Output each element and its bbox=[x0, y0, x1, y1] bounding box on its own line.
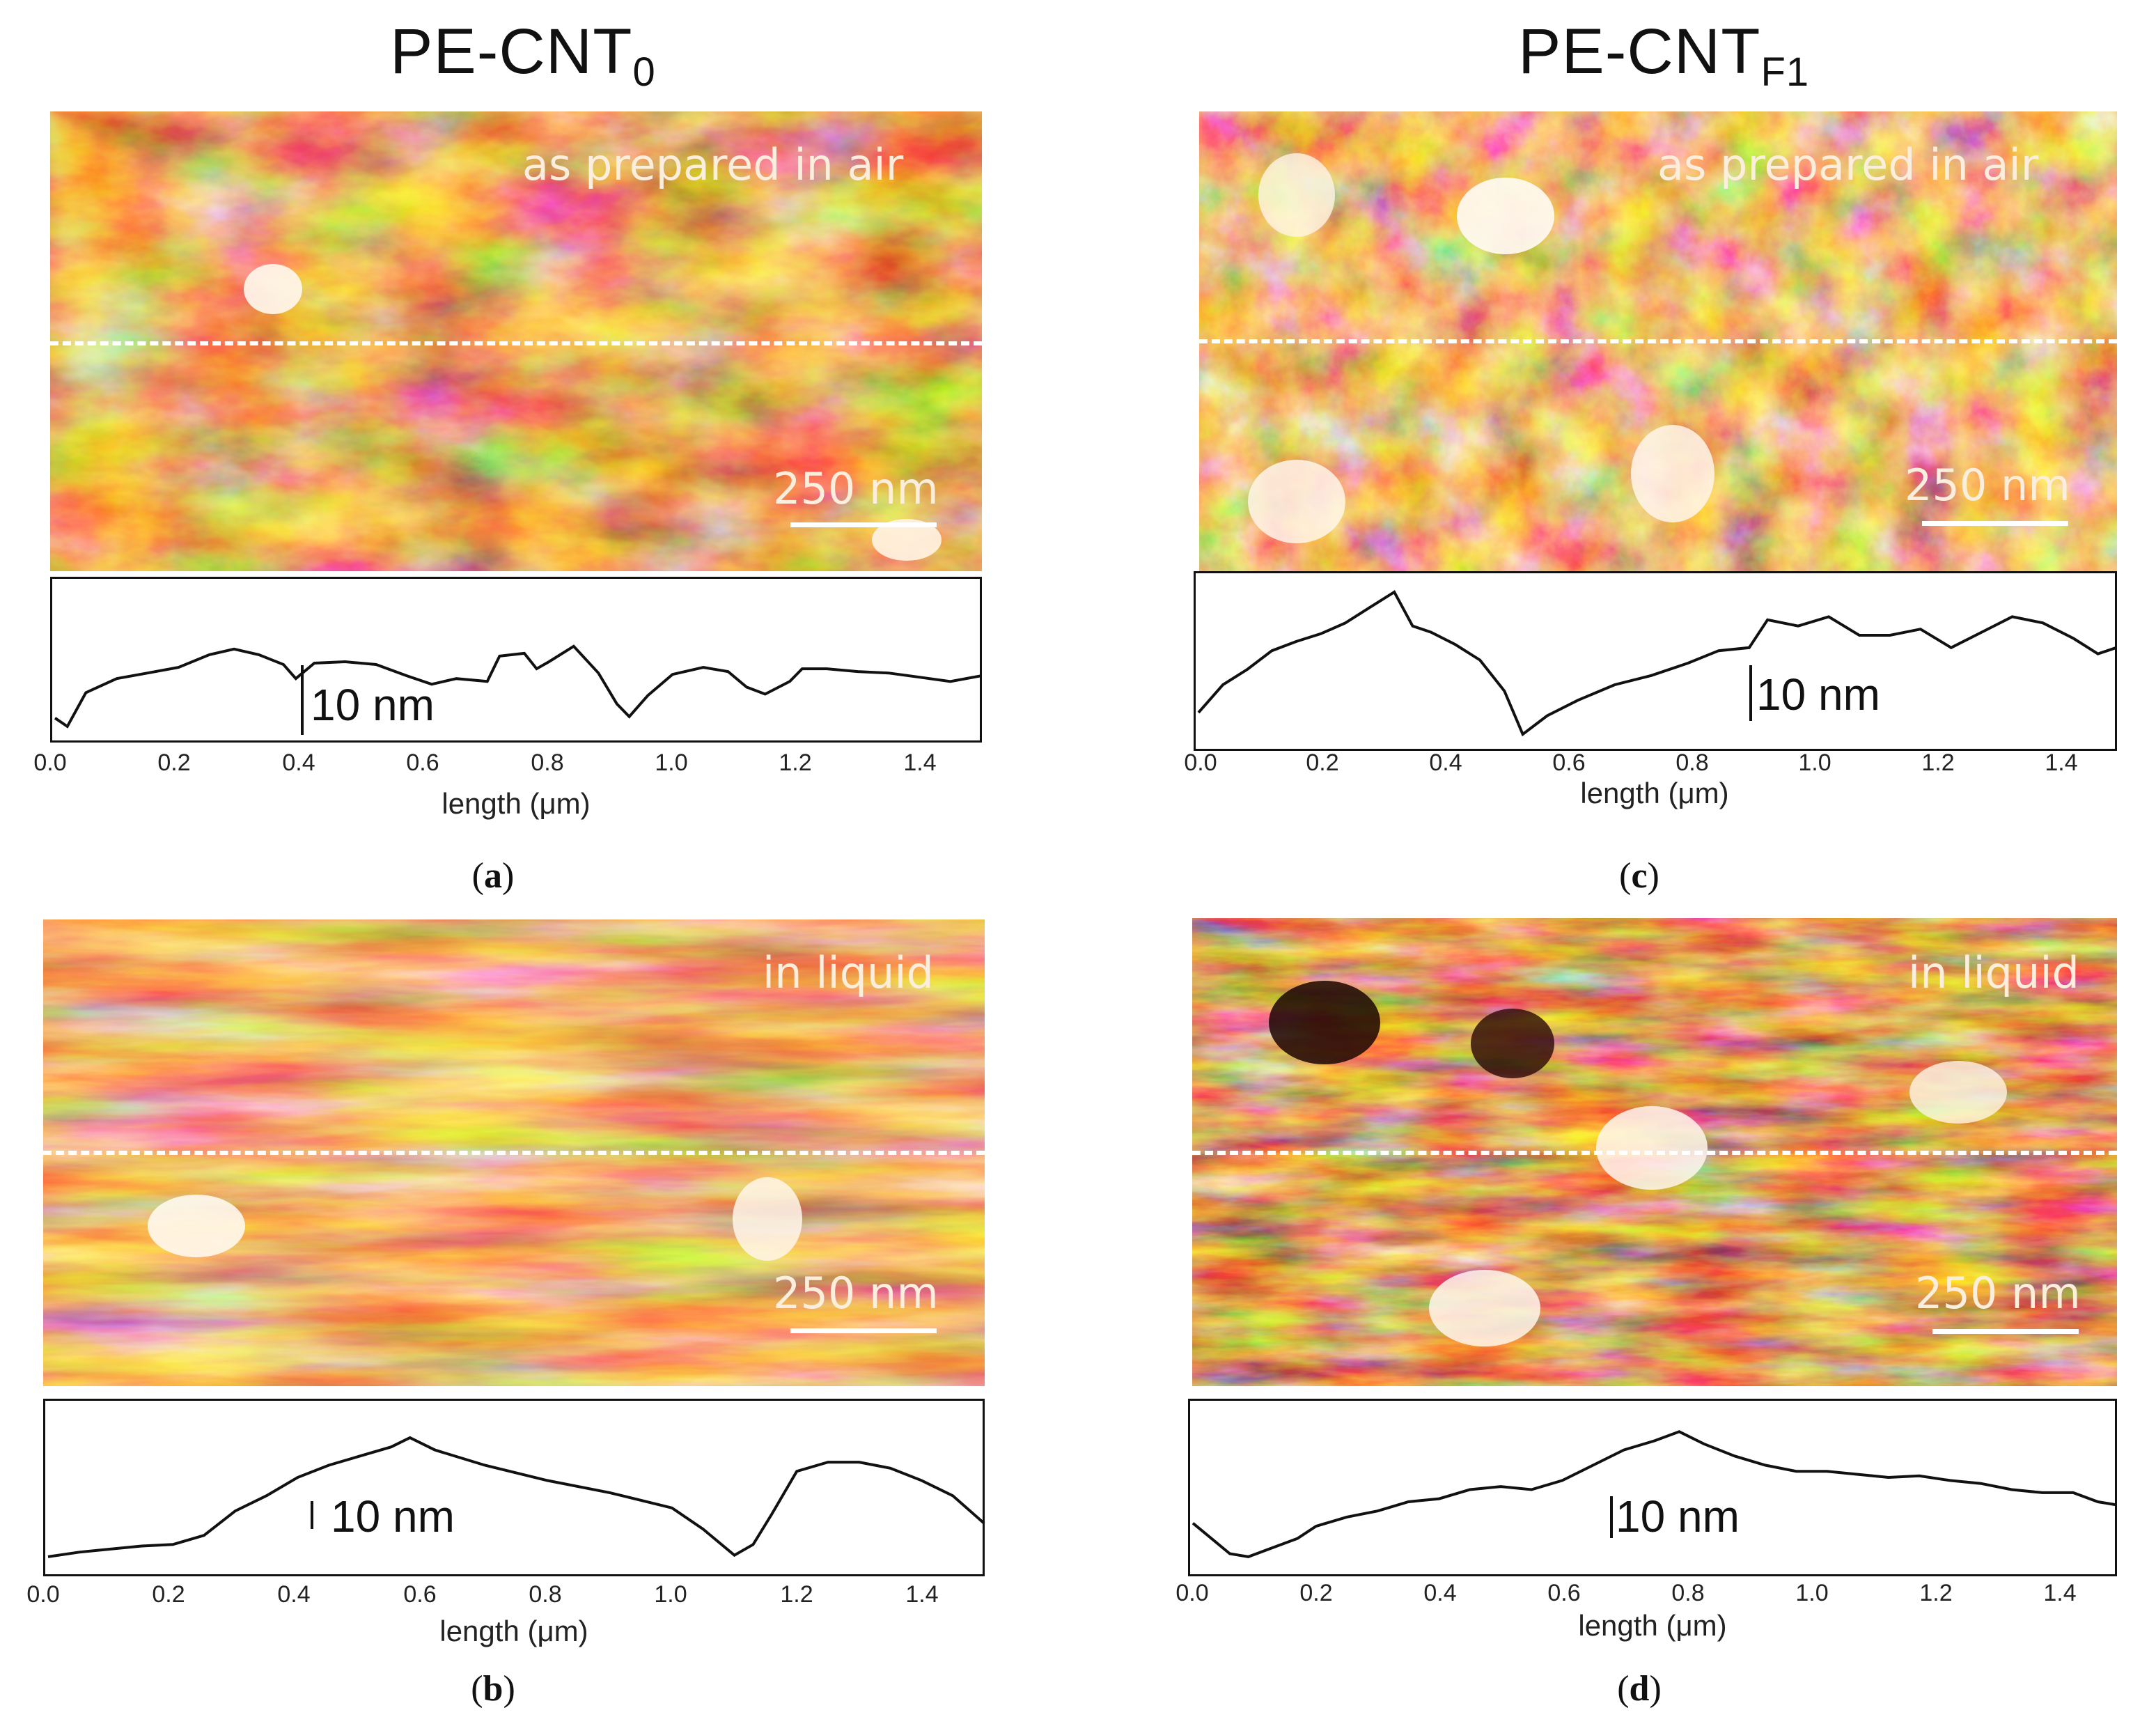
profile-box-b bbox=[43, 1399, 985, 1576]
x-tick-label: 1.4 bbox=[2043, 1580, 2077, 1606]
x-tick-label: 1.4 bbox=[2045, 750, 2078, 776]
x-axis-label-d: length (μm) bbox=[1578, 1609, 1727, 1642]
vertical-scale-bar-a bbox=[301, 665, 304, 735]
x-axis-label-b: length (μm) bbox=[439, 1615, 588, 1647]
x-tick-label: 1.0 bbox=[654, 1581, 687, 1608]
x-tick-label: 0.8 bbox=[529, 1581, 562, 1608]
x-axis-b: 0.0 0.2 0.4 0.6 0.8 1.0 1.2 1.4 bbox=[26, 1581, 985, 1616]
scale-label-b: 250 nm bbox=[773, 1268, 939, 1319]
x-tick-label: 0.4 bbox=[282, 750, 315, 776]
scale-bar-c bbox=[1922, 521, 2068, 526]
x-axis-a: 0.0 0.2 0.4 0.6 0.8 1.0 1.2 1.4 bbox=[33, 750, 982, 784]
scale-label-d: 250 nm bbox=[1915, 1268, 2081, 1319]
vertical-scale-label-d: 10 nm bbox=[1616, 1491, 1740, 1541]
x-tick-label: 1.2 bbox=[1921, 750, 1955, 776]
x-tick-label: 0.0 bbox=[26, 1581, 60, 1608]
x-tick-label: 0.0 bbox=[1175, 1580, 1209, 1606]
profile-box-d bbox=[1188, 1399, 2117, 1576]
panel-letter-c: (c) bbox=[1619, 856, 1659, 896]
vertical-scale-bar-d bbox=[1610, 1496, 1613, 1538]
condition-label-b: in liquid bbox=[763, 947, 934, 998]
x-tick-label: 1.2 bbox=[1919, 1580, 1953, 1606]
x-tick-label: 0.4 bbox=[1429, 750, 1462, 776]
x-tick-label: 1.0 bbox=[655, 750, 688, 776]
panel-letter-a: (a) bbox=[471, 856, 515, 896]
vertical-scale-label-a: 10 nm bbox=[311, 680, 435, 730]
x-tick-label: 0.6 bbox=[403, 1581, 437, 1608]
x-tick-label: 1.4 bbox=[903, 750, 937, 776]
profile-plot-a bbox=[54, 644, 982, 729]
scale-bar-a bbox=[790, 522, 937, 527]
x-tick-label: 0.0 bbox=[1184, 750, 1217, 776]
x-axis-label-a: length (μm) bbox=[442, 787, 591, 820]
condition-label-d: in liquid bbox=[1908, 947, 2079, 998]
profile-box-a bbox=[50, 577, 982, 743]
x-tick-label: 1.2 bbox=[780, 1581, 813, 1608]
vertical-scale-bar-c bbox=[1749, 665, 1752, 721]
scale-label-c: 250 nm bbox=[1905, 460, 2070, 511]
profile-curve-b bbox=[47, 1436, 985, 1558]
x-tick-label: 0.2 bbox=[1299, 1580, 1333, 1606]
vertical-scale-bar-b bbox=[311, 1501, 313, 1529]
scale-label-a: 250 nm bbox=[773, 463, 939, 514]
x-tick-label: 0.6 bbox=[406, 750, 439, 776]
x-axis-label-c: length (μm) bbox=[1580, 777, 1729, 809]
profile-line-c bbox=[1199, 339, 2117, 343]
x-tick-label: 0.4 bbox=[277, 1581, 311, 1608]
condition-label-c: as prepared in air bbox=[1657, 139, 2039, 190]
x-tick-label: 1.2 bbox=[779, 750, 812, 776]
column-title-left-sub: 0 bbox=[632, 49, 656, 95]
column-title-right: PE-CNTF1 bbox=[1518, 15, 1809, 95]
x-tick-label: 0.8 bbox=[1671, 1580, 1705, 1606]
profile-plot-c bbox=[1197, 590, 2117, 737]
x-tick-label: 0.8 bbox=[1675, 750, 1709, 776]
profile-curve-d bbox=[1192, 1430, 2117, 1558]
x-tick-label: 0.6 bbox=[1552, 750, 1586, 776]
profile-line-a bbox=[50, 341, 982, 345]
profile-line-b bbox=[43, 1151, 985, 1155]
x-tick-label: 0.0 bbox=[33, 750, 67, 776]
profile-plot-d bbox=[1192, 1430, 2117, 1558]
panel-letter-b: (b) bbox=[471, 1669, 515, 1709]
profile-curve-a bbox=[54, 644, 982, 729]
column-title-right-base: PE-CNT bbox=[1518, 16, 1761, 87]
x-tick-label: 1.0 bbox=[1798, 750, 1831, 776]
x-axis-d: 0.0 0.2 0.4 0.6 0.8 1.0 1.2 1.4 bbox=[1175, 1580, 2117, 1615]
x-tick-label: 0.6 bbox=[1547, 1580, 1581, 1606]
scale-bar-d bbox=[1932, 1329, 2079, 1334]
x-tick-label: 0.8 bbox=[531, 750, 564, 776]
x-tick-label: 0.4 bbox=[1423, 1580, 1457, 1606]
x-tick-label: 1.4 bbox=[905, 1581, 939, 1608]
x-tick-label: 0.2 bbox=[157, 750, 191, 776]
profile-curve-c bbox=[1197, 590, 2117, 737]
profile-line-d bbox=[1192, 1151, 2117, 1155]
column-title-left: PE-CNT0 bbox=[390, 15, 656, 95]
x-axis-c: 0.0 0.2 0.4 0.6 0.8 1.0 1.2 1.4 bbox=[1184, 750, 2117, 784]
panel-letter-d: (d) bbox=[1617, 1669, 1662, 1709]
column-title-left-base: PE-CNT bbox=[390, 16, 633, 87]
x-tick-label: 0.2 bbox=[152, 1581, 185, 1608]
vertical-scale-label-b: 10 nm bbox=[331, 1491, 455, 1541]
profile-plot-b bbox=[47, 1436, 985, 1558]
vertical-scale-label-c: 10 nm bbox=[1756, 669, 1880, 720]
column-title-right-sub: F1 bbox=[1760, 49, 1810, 95]
x-tick-label: 1.0 bbox=[1795, 1580, 1829, 1606]
condition-label-a: as prepared in air bbox=[522, 139, 904, 190]
x-tick-label: 0.2 bbox=[1306, 750, 1339, 776]
scale-bar-b bbox=[790, 1328, 937, 1333]
profile-box-c bbox=[1194, 571, 2117, 751]
